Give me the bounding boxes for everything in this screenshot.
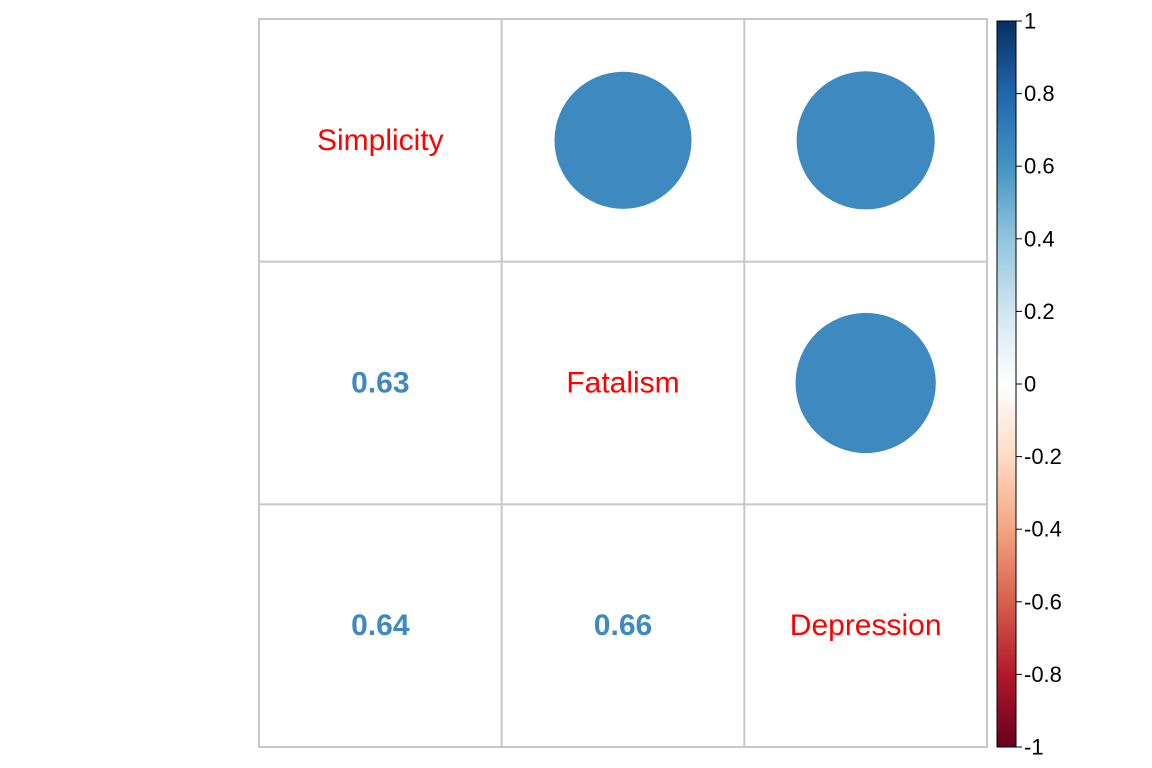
color-legend-tick-label: 0.8 (1024, 81, 1055, 106)
color-legend-tick-label: -0.8 (1024, 662, 1062, 687)
correlation-circle (796, 71, 935, 210)
color-legend-tick-label: 0.2 (1024, 299, 1055, 324)
variable-label: Simplicity (317, 124, 444, 157)
color-legend-tick-label: 0.4 (1024, 226, 1055, 251)
color-legend: 1 0.8 0.6 0.4 0.2 0 -0.2 -0.4 -0.6 -0.8 -1 (996, 9, 1062, 760)
color-legend-tick-label: -0.4 (1024, 517, 1062, 542)
color-legend-tick-label: 0 (1024, 372, 1036, 397)
correlation-grid (258, 18, 988, 748)
color-legend-tick-label: 0.6 (1024, 154, 1055, 179)
variable-label: Fatalism (566, 367, 679, 400)
color-legend-tick-label: -0.6 (1024, 589, 1062, 614)
color-legend-tick-label: 1 (1024, 9, 1036, 34)
grid-border (258, 18, 988, 748)
correlation-value: 0.63 (351, 367, 409, 400)
color-legend-tick-label: -0.2 (1024, 444, 1062, 469)
variable-label: Depression (790, 609, 942, 642)
correlation-circle (554, 71, 692, 209)
correlation-value: 0.64 (351, 609, 410, 642)
color-legend-tick-label: -1 (1024, 735, 1044, 760)
correlation-value: 0.66 (594, 609, 652, 642)
correlation-labels: Simplicity Fatalism Depression 0.63 0.64 0.66 (317, 124, 942, 642)
correlation-glyphs (554, 71, 936, 454)
correlation-circle (795, 312, 936, 454)
color-legend-ticks: 1 0.8 0.6 0.4 0.2 0 -0.2 -0.4 -0.6 -0.8 -1 (1016, 9, 1062, 760)
color-legend-bar (996, 20, 1017, 748)
